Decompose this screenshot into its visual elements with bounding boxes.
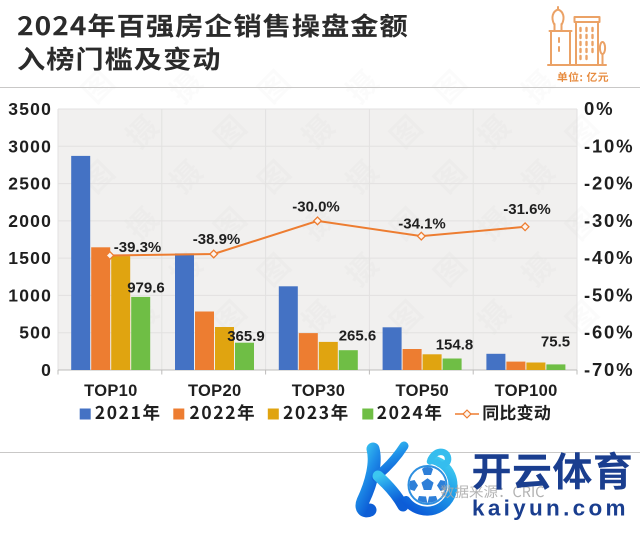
svg-text:0: 0 <box>41 360 52 380</box>
svg-text:1000: 1000 <box>8 285 52 305</box>
svg-text:365.9: 365.9 <box>227 328 265 345</box>
svg-text:75.5: 75.5 <box>541 334 570 351</box>
svg-text:-31.6%: -31.6% <box>503 201 551 218</box>
svg-text:kaiyun.com: kaiyun.com <box>472 496 629 521</box>
svg-text:-70%: -70% <box>584 359 634 380</box>
svg-text:-30.0%: -30.0% <box>292 199 340 216</box>
svg-text:0%: 0% <box>584 98 614 119</box>
svg-text:3500: 3500 <box>8 99 52 119</box>
svg-text:-38.9%: -38.9% <box>193 231 241 248</box>
svg-text:2000: 2000 <box>8 211 52 231</box>
svg-text:-30%: -30% <box>584 210 634 231</box>
svg-text:TOP20: TOP20 <box>188 382 241 400</box>
svg-text:TOP30: TOP30 <box>292 382 345 400</box>
svg-text:TOP50: TOP50 <box>396 382 449 400</box>
svg-text:TOP100: TOP100 <box>495 382 558 400</box>
svg-text:979.6: 979.6 <box>127 280 165 297</box>
svg-text:-34.1%: -34.1% <box>398 215 446 232</box>
svg-text:1500: 1500 <box>8 248 52 268</box>
svg-text:2500: 2500 <box>8 174 52 194</box>
svg-text:500: 500 <box>19 323 52 343</box>
svg-text:3000: 3000 <box>8 136 52 156</box>
svg-text:-39.3%: -39.3% <box>114 239 162 256</box>
svg-text:-40%: -40% <box>584 247 634 268</box>
svg-text:265.6: 265.6 <box>339 328 377 345</box>
svg-text:154.8: 154.8 <box>436 336 474 353</box>
svg-text:-50%: -50% <box>584 284 634 305</box>
svg-text:TOP10: TOP10 <box>84 382 137 400</box>
svg-text:-10%: -10% <box>584 135 634 156</box>
svg-text:-20%: -20% <box>584 173 634 194</box>
svg-text:-60%: -60% <box>584 322 634 343</box>
